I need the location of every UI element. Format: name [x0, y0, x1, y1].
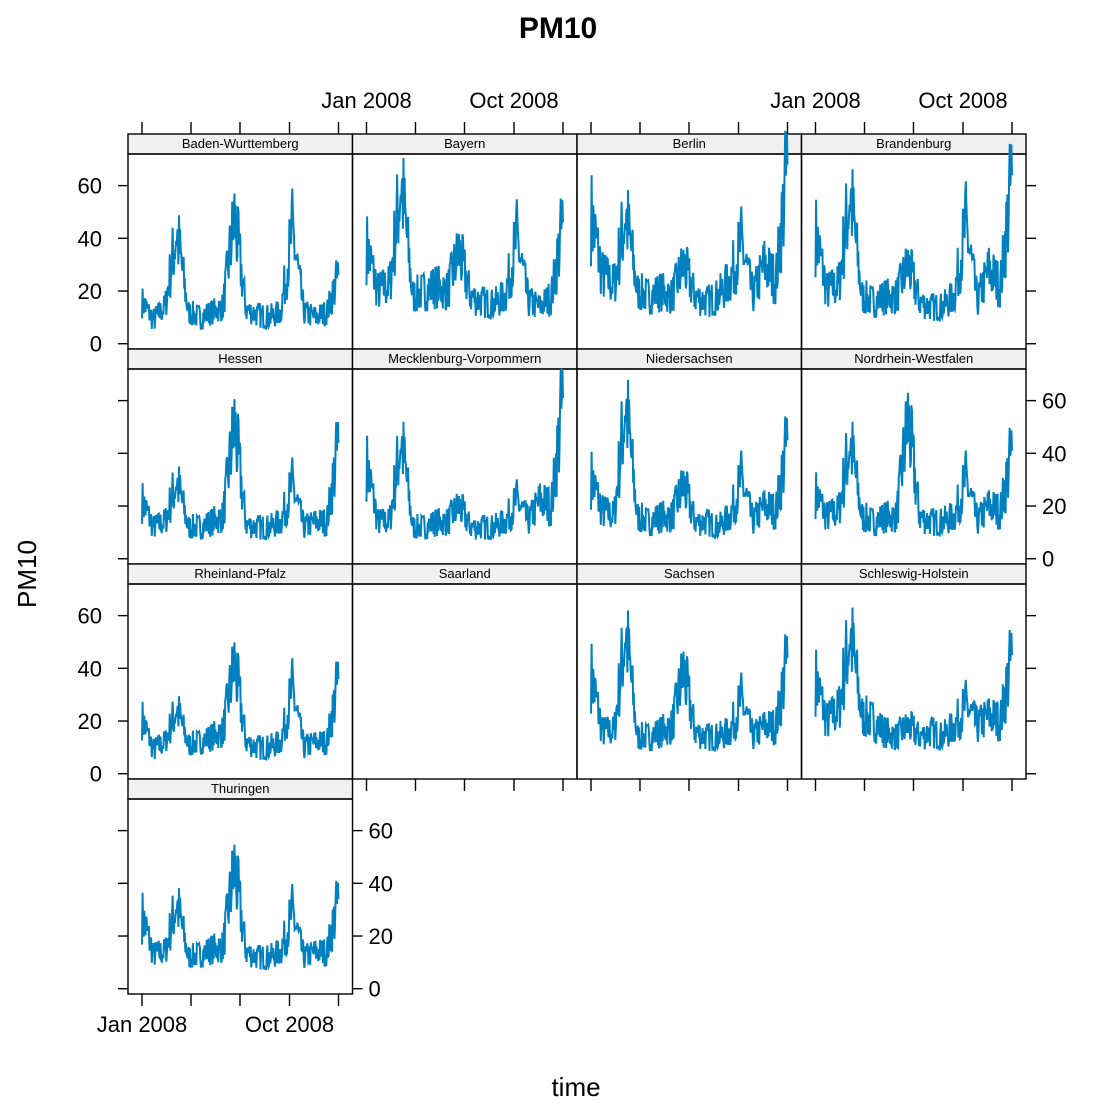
- y-tick-label: 60: [78, 174, 102, 199]
- series-line-schleswig-holstein: [814, 607, 1013, 752]
- strip-label-berlin: Berlin: [673, 136, 706, 151]
- y-tick-label: 0: [1042, 547, 1054, 572]
- series-line-brandenburg: [814, 143, 1013, 322]
- strip-label-nordrhein-westfalen: Nordrhein-Westfalen: [854, 351, 973, 366]
- x-tick-label-top: Jan 2008: [770, 88, 861, 113]
- strip-label-thuringen: Thuringen: [211, 781, 270, 796]
- y-tick-label: 40: [369, 871, 393, 896]
- panel-frame-schleswig-holstein: [800, 583, 1027, 780]
- x-tick-label-bottom: Oct 2008: [245, 1012, 334, 1037]
- y-tick-label: 20: [78, 279, 102, 304]
- series-line-nordrhein-westfalen: [814, 392, 1013, 537]
- panel-frame-saarland: [351, 583, 578, 780]
- y-tick-label: 60: [1042, 389, 1066, 414]
- series-line-baden-wurttemberg: [141, 188, 340, 331]
- series-line-mecklenburg-vorpommern: [365, 368, 564, 541]
- series-line-rheinland-pfalz: [141, 642, 340, 761]
- strip-label-niedersachsen: Niedersachsen: [646, 351, 733, 366]
- series-line-thuringen: [141, 844, 340, 971]
- panels-group: Baden-Wurttemberg Bayern Berlin Brandenburg…: [78, 88, 1067, 1037]
- strip-label-saarland: Saarland: [439, 566, 491, 581]
- panel-frame-brandenburg: [800, 153, 1027, 350]
- y-axis-label: PM10: [12, 540, 42, 608]
- strip-label-baden-wurttemberg: Baden-Wurttemberg: [182, 136, 299, 151]
- y-tick-label: 0: [90, 762, 102, 787]
- x-axis-label: time: [551, 1072, 600, 1102]
- y-tick-label: 0: [369, 977, 381, 1002]
- y-tick-label: 20: [78, 709, 102, 734]
- y-tick-label: 40: [78, 656, 102, 681]
- x-tick-label-top: Jan 2008: [321, 88, 412, 113]
- strip-label-schleswig-holstein: Schleswig-Holstein: [859, 566, 969, 581]
- strip-label-sachsen: Sachsen: [664, 566, 715, 581]
- y-tick-label: 40: [78, 226, 102, 251]
- y-tick-label: 20: [369, 924, 393, 949]
- y-tick-label: 60: [78, 604, 102, 629]
- chart-title: PM10: [519, 12, 597, 45]
- panel-frame-berlin: [576, 153, 803, 350]
- strip-label-hessen: Hessen: [218, 351, 262, 366]
- strip-label-rheinland-pfalz: Rheinland-Pfalz: [194, 566, 286, 581]
- x-tick-label-top: Oct 2008: [918, 88, 1007, 113]
- series-line-niedersachsen: [590, 379, 789, 540]
- strip-label-bayern: Bayern: [444, 136, 485, 151]
- x-tick-label-top: Oct 2008: [469, 88, 558, 113]
- panel-frame-niedersachsen: [576, 368, 803, 565]
- panel-frame-mecklenburg-vorpommern: [351, 368, 578, 565]
- series-line-berlin: [590, 130, 789, 317]
- series-line-bayern: [365, 157, 564, 320]
- y-tick-label: 0: [90, 332, 102, 357]
- series-line-sachsen: [590, 610, 789, 752]
- y-tick-label: 20: [1042, 494, 1066, 519]
- y-tick-label: 40: [1042, 441, 1066, 466]
- strip-label-brandenburg: Brandenburg: [876, 136, 951, 151]
- y-tick-label: 60: [369, 819, 393, 844]
- x-tick-label-bottom: Jan 2008: [97, 1012, 188, 1037]
- series-line-hessen: [141, 399, 340, 541]
- strip-label-mecklenburg-vorpommern: Mecklenburg-Vorpommern: [388, 351, 541, 366]
